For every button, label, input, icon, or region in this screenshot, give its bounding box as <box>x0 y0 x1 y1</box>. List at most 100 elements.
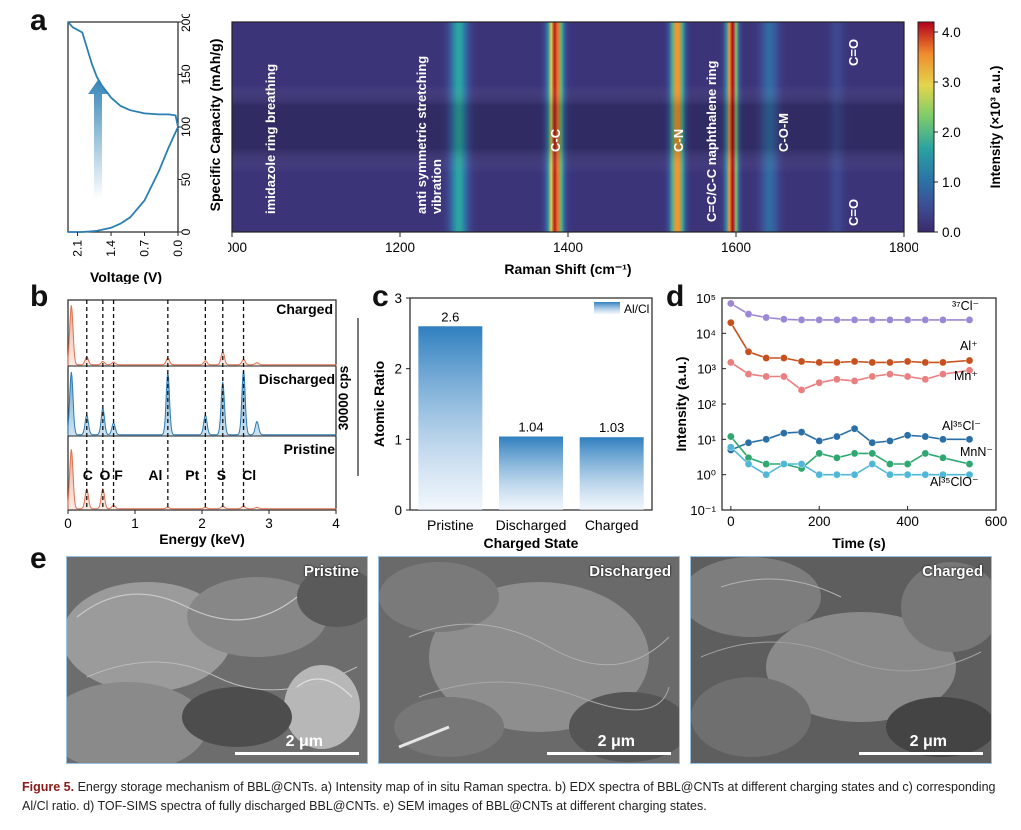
bar-legend-label: Al/Cl <box>624 302 649 316</box>
tof-series-point <box>762 372 770 381</box>
raman-annot-co-bottom: C=O <box>846 199 861 226</box>
bar-ytick-label: 1 <box>394 432 402 447</box>
bar-charged <box>579 437 644 510</box>
tof-sims-chart: 10⁻¹ 10⁰ 10¹ 10² 10³ 10⁴ 10⁵ 0 200 400 600 ³⁷Cl⁻ A… <box>673 291 1008 551</box>
tof-series-point <box>780 460 788 468</box>
voltage-ylabel-holder: Specific Capacity (mAh/g) <box>207 39 223 212</box>
tof-series-point <box>797 386 806 394</box>
tof-series-point <box>903 431 912 440</box>
edx-spectra-chart: Charged Discharged Pristine C O F Al Pt S Cl 0… <box>64 299 340 547</box>
tof-series-point <box>886 370 894 378</box>
tof-series-point <box>850 357 859 366</box>
sem-label-charged: Charged <box>922 563 983 580</box>
edx-scale-label: 30000 cps <box>336 366 351 431</box>
caption-figure-label: Figure 5. <box>22 780 75 794</box>
tof-xtick-label: 400 <box>896 514 919 529</box>
edx-element-label: Al <box>148 467 162 483</box>
sem-image-pristine: Pristine 2 μm <box>66 556 368 764</box>
tof-series-point <box>850 316 859 324</box>
tof-series-point <box>965 316 974 324</box>
tof-series-point <box>833 470 841 479</box>
tof-series-point <box>762 435 770 444</box>
tof-series-point <box>868 460 877 468</box>
edx-frame <box>67 299 337 511</box>
tof-series-point <box>815 316 824 324</box>
tof-series-point <box>939 358 947 367</box>
bar-category-label: Charged <box>585 517 639 533</box>
charge-arrow-icon <box>88 80 108 199</box>
tof-series-point <box>744 370 753 378</box>
bar-ylabel: Atomic Ratio <box>371 361 387 447</box>
tof-series-point <box>921 449 930 458</box>
raman-annot-1: imidazole ring breathing <box>263 64 278 214</box>
panel-letter-d: d <box>666 280 685 313</box>
tof-series-point <box>815 437 824 445</box>
raman-xtick-label: 1200 <box>385 240 415 255</box>
raman-xtick-label: 1600 <box>721 240 751 255</box>
tof-series-point <box>815 358 824 367</box>
tof-series-label: ³⁷Cl⁻ <box>952 299 979 313</box>
tof-series-point <box>850 424 859 433</box>
bar-ytick-label: 0 <box>394 503 402 518</box>
tof-series-point <box>762 470 770 479</box>
tof-series-point <box>780 372 788 381</box>
raman-annot-cc: C-C <box>548 128 563 152</box>
edx-xtick-label: 1 <box>131 516 139 531</box>
sem-image-discharged: Discharged 2 μm <box>378 556 680 764</box>
tof-series-point <box>939 435 947 444</box>
tof-ytick-label: 10² <box>697 397 716 412</box>
voltage-ytick-label: 50 <box>179 173 193 187</box>
tof-series-point <box>965 470 974 479</box>
voltage-ytick-label: 200 <box>179 14 193 32</box>
al-cl-ratio-bar-chart: 2.6 1.04 1.03 0 1 2 3 Pristine Discharged Charg… <box>371 291 653 551</box>
sem-label-pristine: Pristine <box>303 563 359 580</box>
edx-element-label: Cl <box>242 467 256 483</box>
tof-series-point <box>780 315 788 324</box>
voltage-xlabel: Voltage (V) <box>90 269 162 284</box>
tof-xtick-label: 600 <box>985 514 1008 529</box>
tof-series-point <box>965 366 974 375</box>
figure-caption: Figure 5. Energy storage mechanism of BB… <box>22 778 1012 816</box>
tof-series-label: Al⁺ <box>960 339 978 353</box>
tof-series-point <box>903 316 912 324</box>
tof-series-point <box>850 377 859 385</box>
tof-series-point <box>939 454 947 462</box>
tof-ytick-label: 10⁻¹ <box>690 503 716 518</box>
bar-value-label: 1.03 <box>599 420 624 435</box>
sem-scale-bar-pristine <box>235 752 359 755</box>
tof-xtick-label: 0 <box>727 514 735 529</box>
edx-trace-label-charged: Charged <box>276 301 333 317</box>
voltage-ytick-label: 150 <box>179 64 193 84</box>
panel-letter-b: b <box>30 280 49 313</box>
tof-ylabel: Intensity (a.u.) <box>673 357 689 452</box>
tof-series-point <box>939 370 947 378</box>
tof-series-point <box>886 316 894 324</box>
raman-xtick-label: 1400 <box>553 240 583 255</box>
edx-element-label: C <box>83 467 93 483</box>
tof-ytick-label: 10⁰ <box>696 468 716 483</box>
raman-midband-shading <box>232 22 904 232</box>
edx-xtick-label: 4 <box>332 516 340 531</box>
tof-series-point <box>868 316 877 324</box>
raman-annot-co-top: C=O <box>846 39 861 66</box>
sem-scale-text-charged: 2 μm <box>909 733 947 750</box>
tof-series-point <box>965 435 974 444</box>
edx-xlabel: Energy (keV) <box>159 531 245 547</box>
raman-annot-3: vibration <box>429 159 444 214</box>
edx-element-label: S <box>217 467 226 483</box>
voltage-xtick-label: 1.4 <box>104 240 118 257</box>
tof-ytick-label: 10¹ <box>697 432 716 447</box>
tof-series-point <box>833 375 841 384</box>
voltage-profile-chart: 2.1 1.4 0.7 0.0 0 50 100 150 200 Voltage (V) <box>67 14 193 284</box>
tof-series-point <box>815 378 824 387</box>
raman-xlabel: Raman Shift (cm⁻¹) <box>504 261 631 277</box>
voltage-xtick-label: 2.1 <box>71 240 85 257</box>
panel-letter-c: c <box>372 280 389 313</box>
tof-series-point <box>921 375 930 384</box>
tof-series-point <box>850 449 859 458</box>
tof-series-point <box>965 460 974 468</box>
voltage-curve <box>67 21 179 233</box>
tof-series-point <box>727 318 735 327</box>
tof-ytick-label: 10⁴ <box>696 326 716 341</box>
tof-series-point <box>903 460 912 468</box>
